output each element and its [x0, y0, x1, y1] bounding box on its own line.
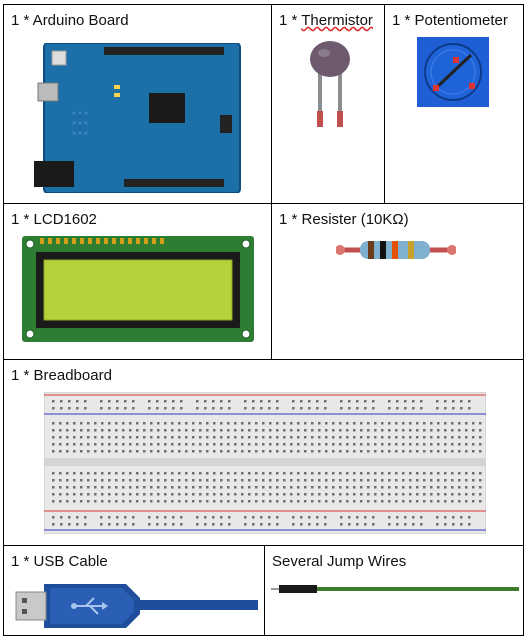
usb-label: 1 * USB Cable [11, 553, 108, 570]
breadboard-image [44, 392, 486, 534]
resistor-image [336, 238, 456, 262]
component-table: 1 * Arduino Board [3, 4, 524, 636]
breadboard-label: 1 * Breadboard [11, 367, 112, 384]
cell-resistor: 1 * Resister (10KΩ) [271, 203, 524, 360]
cell-breadboard: 1 * Breadboard [3, 359, 524, 546]
usb-cable-image [14, 580, 258, 632]
cell-thermistor: 1 * Thermistor [271, 4, 385, 204]
lcd-label: 1 * LCD1602 [11, 211, 97, 228]
arduino-label: 1 * Arduino Board [11, 12, 129, 29]
thermistor-label-text: 1 * Thermistor [279, 12, 373, 29]
thermistor-image [304, 37, 356, 129]
cell-potentiometer: 1 * Potentiometer [384, 4, 524, 204]
arduino-board-image [34, 43, 246, 193]
cell-usb: 1 * USB Cable [3, 545, 265, 636]
cell-arduino: 1 * Arduino Board [3, 4, 272, 204]
lcd-module-image [22, 236, 254, 342]
jump-wire-image [271, 582, 519, 596]
wires-label: Several Jump Wires [272, 553, 407, 570]
potentiometer-label: 1 * Potentiometer [392, 12, 508, 29]
resistor-label: 1 * Resister (10KΩ) [279, 211, 409, 228]
thermistor-label: 1 * Thermistor [279, 12, 373, 29]
cell-wires: Several Jump Wires [264, 545, 524, 636]
cell-lcd: 1 * LCD1602 [3, 203, 272, 360]
potentiometer-image [417, 37, 489, 107]
